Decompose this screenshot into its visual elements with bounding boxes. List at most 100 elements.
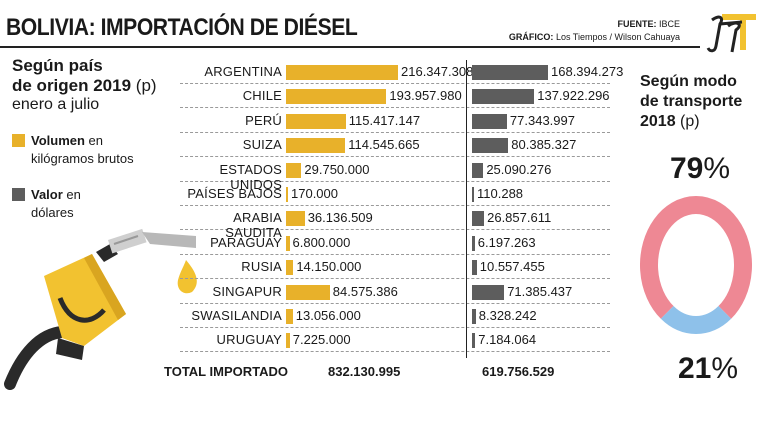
row-separator — [180, 278, 610, 280]
page-title: BOLIVIA: IMPORTACIÓN DE DIÉSEL — [6, 14, 358, 41]
volume-value-label: 7.225.000 — [292, 332, 351, 348]
table-row: URUGUAY 7.225.000 7.184.064 — [180, 328, 610, 353]
legend-volume-line2: kilógramos brutos — [31, 151, 134, 166]
right-heading-p: (p) — [680, 113, 700, 130]
volume-bar — [286, 211, 305, 227]
volume-bar — [286, 333, 290, 349]
volume-bar — [286, 65, 398, 80]
left-subheading: enero a julio — [12, 96, 100, 113]
column-divider — [466, 60, 467, 358]
value-bar — [472, 162, 484, 178]
value-bar — [472, 187, 474, 202]
volume-bar — [286, 113, 346, 129]
value-value-label: 110.288 — [477, 186, 524, 201]
country-label: SWASILANDIA — [191, 308, 282, 323]
volume-bar — [286, 260, 294, 276]
legend-volume-swatch — [12, 134, 25, 147]
row-separator — [180, 180, 610, 182]
value-bar — [472, 235, 475, 251]
right-heading-line1: Según modo — [640, 73, 737, 90]
row-separator — [180, 229, 610, 231]
donut-bottom-sign: % — [711, 352, 739, 385]
value-bar — [472, 260, 477, 276]
row-separator — [180, 327, 610, 328]
table-row: SINGAPUR 84.575.386 71.385.437 — [180, 280, 610, 304]
country-label: SINGAPUR — [212, 283, 282, 299]
volume-bar — [286, 89, 387, 105]
left-heading-p: (p) — [135, 76, 157, 95]
legend-volume: Volumen en kilógramos brutos — [12, 132, 134, 168]
volume-bar — [286, 162, 302, 178]
volume-value-label: 6.800.000 — [292, 234, 351, 250]
total-label: TOTAL IMPORTADO — [164, 364, 288, 379]
value-bar — [472, 333, 476, 349]
right-heading-line2: de transporte — [640, 93, 743, 110]
volume-value-label: 84.575.386 — [332, 283, 398, 299]
credit-label: GRÁFICO: — [508, 32, 554, 42]
value-value-label: 77.343.997 — [509, 112, 575, 128]
value-bar — [472, 138, 509, 154]
value-value-label: 8.328.242 — [478, 308, 537, 323]
country-label: RUSIA — [241, 259, 282, 275]
donut-bottom-percent: 21% — [678, 352, 738, 386]
total-volume: 832.130.995 — [328, 364, 401, 379]
table-row: ARGENTINA 216.347.308 168.394.273 — [180, 60, 623, 84]
volume-value-label: 216.347.308 — [401, 64, 474, 79]
volume-value-label: 36.136.509 — [307, 210, 373, 226]
table-row: SUIZA 114.545.665 80.385.327 — [180, 133, 610, 158]
country-label: CHILE — [242, 88, 282, 104]
country-label: PARAGUAY — [210, 234, 282, 250]
table-row: ESTADOS UNIDOS 29.750.000 25.090.276 — [180, 158, 610, 192]
volume-value-label: 193.957.980 — [389, 88, 462, 104]
donut-top-sign: % — [703, 152, 731, 185]
table-row: SWASILANDIA 13.056.000 8.328.242 — [180, 304, 610, 328]
volume-value-label: 170.000 — [291, 186, 338, 201]
left-heading: Según país de origen 2019 (p) — [12, 56, 157, 96]
transport-donut-chart — [640, 196, 752, 334]
value-bar — [472, 211, 485, 227]
volume-bar — [286, 284, 330, 300]
fuel-pump-nozzle-icon — [4, 228, 197, 390]
value-value-label: 80.385.327 — [511, 137, 577, 153]
value-bar — [472, 284, 505, 300]
value-value-label: 168.394.273 — [551, 64, 624, 79]
value-bar — [472, 309, 476, 324]
left-heading-line1: Según país — [12, 56, 103, 75]
value-bar — [472, 89, 535, 105]
volume-value-label: 29.750.000 — [304, 161, 370, 177]
volume-bar — [286, 309, 293, 324]
volume-value-label: 14.150.000 — [296, 259, 362, 275]
legend-value: Valor en dólares — [12, 186, 81, 222]
country-label: PERÚ — [245, 112, 282, 128]
value-value-label: 26.857.611 — [487, 210, 552, 226]
legend-volume-rest: en — [84, 133, 104, 148]
source-credits: FUENTE: IBCE GRÁFICO: Los Tiempos / Wils… — [509, 18, 680, 44]
legend-volume-bold: Volumen — [31, 133, 85, 148]
donut-top-percent: 79% — [670, 152, 730, 186]
donut-top-value: 79 — [670, 152, 704, 185]
volume-bar — [286, 187, 288, 202]
newspaper-logo-icon — [706, 12, 760, 56]
country-label: URUGUAY — [216, 332, 282, 348]
donut-segment-21 — [660, 305, 732, 334]
right-heading-line3: 2018 — [640, 113, 676, 130]
value-value-label: 137.922.296 — [537, 88, 610, 104]
total-value: 619.756.529 — [482, 364, 555, 379]
left-heading-line2: de origen 2019 — [12, 76, 132, 95]
row-separator — [180, 351, 610, 353]
value-value-label: 71.385.437 — [507, 283, 573, 299]
legend-value-bold: Valor — [31, 187, 63, 202]
source-label: FUENTE: — [617, 19, 657, 29]
volume-value-label: 114.545.665 — [348, 137, 420, 153]
right-heading: Según modo de transporte 2018 (p) — [640, 72, 742, 132]
table-row: PAÍSES BAJOS 170.000 110.288 — [180, 182, 610, 206]
donut-segment-79 — [640, 196, 752, 319]
table-row: RUSIA 14.150.000 10.557.455 — [180, 255, 610, 280]
country-label: SUIZA — [242, 137, 282, 153]
table-row: PERÚ 115.417.147 77.343.997 — [180, 109, 610, 133]
value-bar — [472, 65, 548, 80]
row-separator — [180, 131, 610, 133]
legend-value-rest: en — [62, 187, 81, 202]
value-value-label: 7.184.064 — [478, 332, 537, 348]
volume-value-label: 13.056.000 — [295, 308, 361, 323]
